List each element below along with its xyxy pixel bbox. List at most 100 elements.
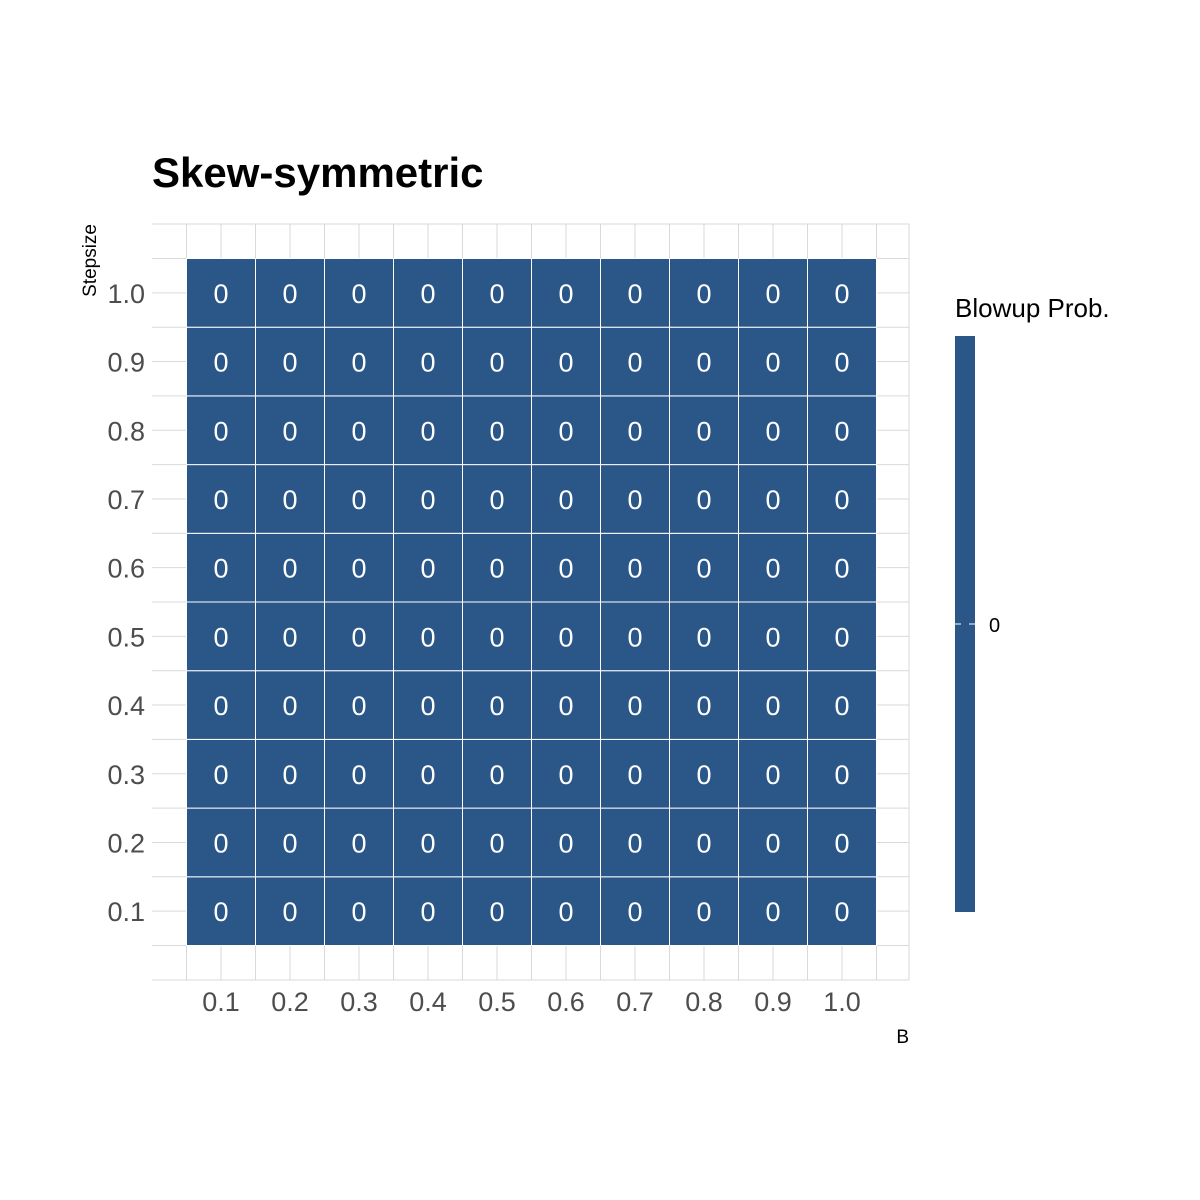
cell-value-label: 0 <box>765 691 780 721</box>
cell-value-label: 0 <box>558 622 573 652</box>
y-tick-label: 1.0 <box>107 279 145 309</box>
cell-value-label: 0 <box>765 897 780 927</box>
cell-value-label: 0 <box>282 279 297 309</box>
heatmap-cell <box>324 395 394 466</box>
cell-value-label: 0 <box>558 828 573 858</box>
heatmap-cell <box>186 395 256 466</box>
cell-value-label: 0 <box>420 760 435 790</box>
cell-value-label: 0 <box>351 897 366 927</box>
cell-value-label: 0 <box>489 828 504 858</box>
cell-value-label: 0 <box>351 828 366 858</box>
heatmap-cell <box>255 395 325 466</box>
cell-value-label: 0 <box>558 279 573 309</box>
heatmap-cell <box>738 601 808 672</box>
heatmap-cell <box>462 464 532 534</box>
cell-value-label: 0 <box>213 348 228 378</box>
cell-value-label: 0 <box>351 416 366 446</box>
cell-value-label: 0 <box>627 828 642 858</box>
cell-value-label: 0 <box>489 622 504 652</box>
cell-value-label: 0 <box>696 554 711 584</box>
cells-layer <box>186 258 877 946</box>
cell-value-label: 0 <box>627 348 642 378</box>
cell-value-label: 0 <box>834 279 849 309</box>
heatmap-cell <box>324 464 394 534</box>
cell-value-label: 0 <box>489 760 504 790</box>
cell-value-label: 0 <box>627 485 642 515</box>
heatmap-cell <box>531 532 601 603</box>
cell-value-label: 0 <box>834 348 849 378</box>
heatmap-cell <box>669 258 739 328</box>
chart-title: Skew-symmetric <box>152 149 484 196</box>
x-tick-label: 0.3 <box>340 987 378 1017</box>
heatmap-cell <box>393 670 463 740</box>
cell-value-label: 0 <box>627 554 642 584</box>
cell-value-label: 0 <box>213 828 228 858</box>
cell-value-label: 0 <box>489 416 504 446</box>
heatmap-cell <box>807 395 877 466</box>
cell-value-label: 0 <box>558 348 573 378</box>
cell-value-label: 0 <box>834 760 849 790</box>
heatmap-cell <box>186 532 256 603</box>
cell-value-label: 0 <box>558 485 573 515</box>
cell-value-label: 0 <box>765 485 780 515</box>
heatmap-cell <box>324 738 394 809</box>
cell-value-label: 0 <box>765 760 780 790</box>
cell-value-label: 0 <box>420 416 435 446</box>
cell-value-label: 0 <box>489 554 504 584</box>
heatmap-cell <box>186 670 256 740</box>
heatmap-cell <box>324 258 394 328</box>
y-tick-labels: 0.1 0.2 0.3 0.4 0.5 0.6 0.7 0.8 0.9 1.0 <box>107 279 145 927</box>
cell-value-label: 0 <box>213 485 228 515</box>
cell-value-label: 0 <box>282 760 297 790</box>
cell-value-label: 0 <box>696 691 711 721</box>
heatmap-cell <box>807 601 877 672</box>
cell-value-label: 0 <box>213 279 228 309</box>
cell-value-label: 0 <box>282 828 297 858</box>
heatmap-cell <box>324 326 394 397</box>
cell-value-label: 0 <box>420 691 435 721</box>
heatmap-cell <box>807 876 877 946</box>
cell-value-label: 0 <box>420 622 435 652</box>
cell-value-label: 0 <box>282 622 297 652</box>
legend-colorbar <box>955 336 975 912</box>
cell-value-label: 0 <box>213 897 228 927</box>
heatmap-cell <box>669 738 739 809</box>
cell-value-label: 0 <box>213 622 228 652</box>
heatmap-cell <box>462 326 532 397</box>
y-tick-label: 0.9 <box>107 348 145 378</box>
x-tick-label: 0.6 <box>547 987 585 1017</box>
cell-value-label: 0 <box>420 554 435 584</box>
heatmap-cell <box>600 326 670 397</box>
cell-value-label: 0 <box>558 691 573 721</box>
cell-value-label: 0 <box>834 691 849 721</box>
cell-value-label: 0 <box>627 279 642 309</box>
heatmap-cell <box>807 738 877 809</box>
cell-value-label: 0 <box>282 348 297 378</box>
cell-value-label: 0 <box>420 279 435 309</box>
cell-value-label: 0 <box>489 691 504 721</box>
cell-value-label: 0 <box>765 828 780 858</box>
cell-value-label: 0 <box>351 760 366 790</box>
cell-value-label: 0 <box>558 554 573 584</box>
y-tick-label: 0.1 <box>107 897 145 927</box>
cell-value-label: 0 <box>627 760 642 790</box>
cell-value-label: 0 <box>696 897 711 927</box>
heatmap-cell <box>255 670 325 740</box>
cell-value-label: 0 <box>765 416 780 446</box>
legend-tick-label: 0 <box>989 615 1000 637</box>
cell-value-label: 0 <box>282 485 297 515</box>
cell-value-label: 0 <box>213 691 228 721</box>
cell-value-label: 0 <box>558 760 573 790</box>
heatmap-cell <box>255 876 325 946</box>
cell-value-label: 0 <box>420 348 435 378</box>
heatmap-cell <box>669 670 739 740</box>
cell-value-label: 0 <box>420 897 435 927</box>
cell-value-label: 0 <box>420 828 435 858</box>
heatmap-cell <box>324 532 394 603</box>
cell-value-label: 0 <box>351 279 366 309</box>
cell-value-label: 0 <box>351 554 366 584</box>
heatmap-cell <box>531 738 601 809</box>
x-tick-label: 0.1 <box>202 987 240 1017</box>
x-tick-label: 0.7 <box>616 987 654 1017</box>
